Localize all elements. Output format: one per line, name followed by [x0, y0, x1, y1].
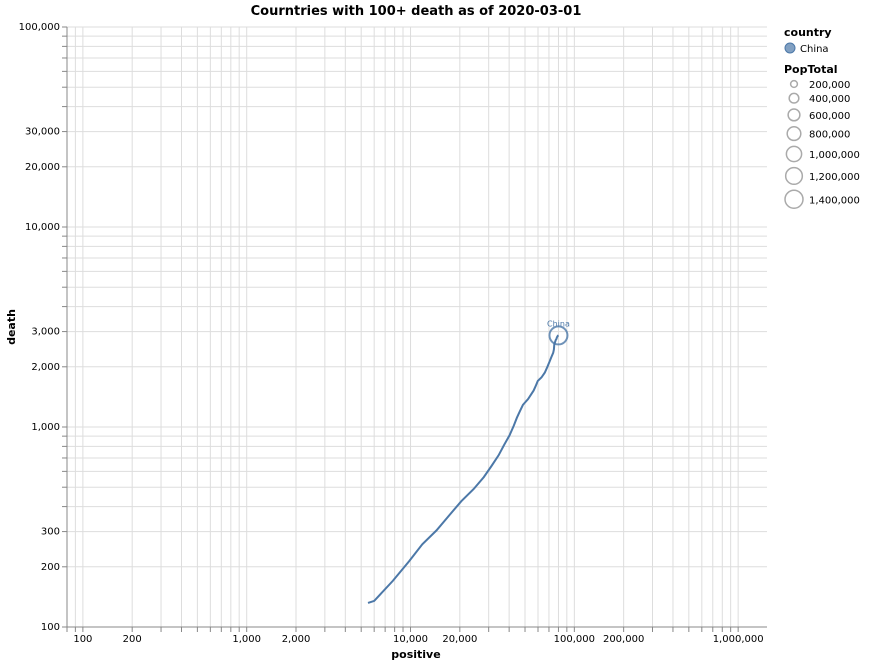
y-tick-label: 100: [41, 622, 60, 633]
chart-title: Courntries with 100+ death as of 2020-03…: [251, 4, 582, 19]
y-tick-label: 200: [41, 562, 60, 573]
y-tick-label: 300: [41, 527, 60, 538]
legend-size-swatch: [786, 126, 802, 142]
legend-size-label: 600,000: [809, 111, 850, 122]
series-line-china: [367, 334, 559, 604]
x-tick-label: 2,000: [282, 634, 311, 645]
legend-size-label: 800,000: [809, 130, 850, 141]
y-tick-label: 2,000: [31, 362, 60, 373]
x-tick-label: 200: [123, 634, 142, 645]
legend-size-swatch: [785, 145, 803, 163]
legend-size-swatch: [784, 189, 804, 210]
grid-lines: [66, 26, 767, 628]
legend: country PopTotal China 200,000 400,000 600,…: [784, 26, 860, 210]
legend-size-swatch: [787, 108, 801, 122]
y-tick-label: 30,000: [25, 127, 60, 138]
y-tick-label: 20,000: [25, 162, 60, 173]
x-tick-label: 20,000: [442, 634, 477, 645]
legend-size-label: 1,400,000: [809, 195, 860, 206]
legend-size-title: PopTotal: [784, 63, 838, 76]
legend-color-label: China: [800, 44, 829, 55]
y-axis-title: death: [5, 309, 18, 345]
axes: [62, 26, 767, 632]
y-tick-label: 3,000: [31, 327, 60, 338]
point-label: China: [547, 319, 570, 328]
legend-size-label: 200,000: [809, 80, 850, 91]
y-tick-label: 1,000: [31, 422, 60, 433]
series-marks: China: [367, 319, 570, 604]
x-tick-label: 10,000: [393, 634, 428, 645]
series-end-point: [548, 325, 569, 346]
legend-size-label: 400,000: [809, 94, 850, 105]
legend-size-label: 1,000,000: [809, 150, 860, 161]
legend-size-swatch: [789, 79, 799, 89]
x-tick-label: 100: [73, 634, 92, 645]
tick-labels: 100 200 1,000 2,000 10,000 20,000 100,000 200,0…: [19, 22, 764, 645]
legend-size-swatch: [788, 92, 800, 104]
x-tick-label: 1,000,000: [713, 634, 764, 645]
legend-color-swatch: [784, 42, 796, 54]
legend-color-title: country: [784, 26, 832, 39]
y-tick-label: 100,000: [19, 22, 60, 33]
legend-size-swatch: [784, 166, 804, 186]
x-tick-label: 1,000: [232, 634, 261, 645]
x-tick-label: 100,000: [554, 634, 595, 645]
legend-size-label: 1,200,000: [809, 172, 860, 183]
x-tick-label: 200,000: [603, 634, 644, 645]
x-axis-title: positive: [391, 648, 440, 661]
y-tick-label: 10,000: [25, 222, 60, 233]
